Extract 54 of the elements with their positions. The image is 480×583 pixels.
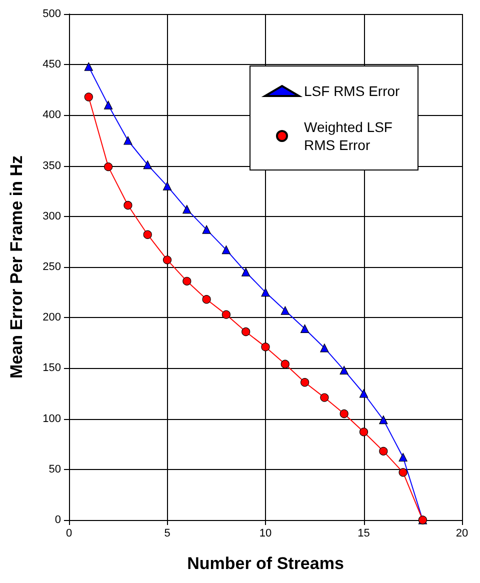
y-tick-label: 300 xyxy=(42,210,61,222)
point xyxy=(398,452,408,462)
y-tick-label: 400 xyxy=(42,109,61,122)
point xyxy=(124,136,132,145)
point xyxy=(104,100,113,110)
point xyxy=(242,268,250,276)
point xyxy=(300,378,310,387)
x-tick-label: 15 xyxy=(358,528,370,540)
point xyxy=(340,409,348,418)
point xyxy=(359,389,368,398)
point xyxy=(359,428,368,436)
point xyxy=(379,446,388,456)
y-tick-label: 250 xyxy=(42,261,61,273)
point xyxy=(202,225,211,234)
point xyxy=(182,276,192,286)
y-tick-label: 200 xyxy=(42,312,61,324)
y-tick-label: 500 xyxy=(42,8,61,20)
x-tick-label: 5 xyxy=(164,528,170,540)
point xyxy=(340,366,348,375)
point xyxy=(143,160,152,170)
point xyxy=(280,360,290,368)
y-tick-label: 100 xyxy=(42,412,61,425)
point xyxy=(162,256,172,264)
point xyxy=(104,162,113,172)
point xyxy=(84,62,93,71)
point xyxy=(202,295,211,304)
point xyxy=(182,205,192,214)
y-tick-label: 0 xyxy=(54,514,61,526)
point xyxy=(320,393,329,402)
y-tick-label: 350 xyxy=(42,160,61,172)
point xyxy=(242,327,250,336)
point xyxy=(261,288,270,297)
x-tick-label: 20 xyxy=(456,528,468,540)
point xyxy=(124,200,132,210)
y-axis-title: Mean Error Per Frame in Hz xyxy=(7,156,26,378)
x-axis-title: Number of Streams xyxy=(187,554,344,573)
point xyxy=(300,324,310,334)
point xyxy=(222,245,230,254)
point xyxy=(398,468,408,477)
legend-label: LSF RMS Error xyxy=(304,83,400,99)
y-tick-label: 50 xyxy=(48,463,61,476)
point xyxy=(222,310,230,319)
x-tick-label: 0 xyxy=(66,528,72,540)
point xyxy=(280,306,290,315)
legend-label: Weighted LSF RMS Error xyxy=(304,119,396,153)
point xyxy=(261,342,270,352)
point xyxy=(143,230,152,239)
point xyxy=(162,182,172,190)
y-tick-label: 450 xyxy=(42,58,61,71)
x-tick-label: 10 xyxy=(259,528,272,540)
point xyxy=(320,344,329,352)
point xyxy=(379,416,388,424)
y-tick-label: 150 xyxy=(42,362,61,374)
point xyxy=(84,92,93,102)
